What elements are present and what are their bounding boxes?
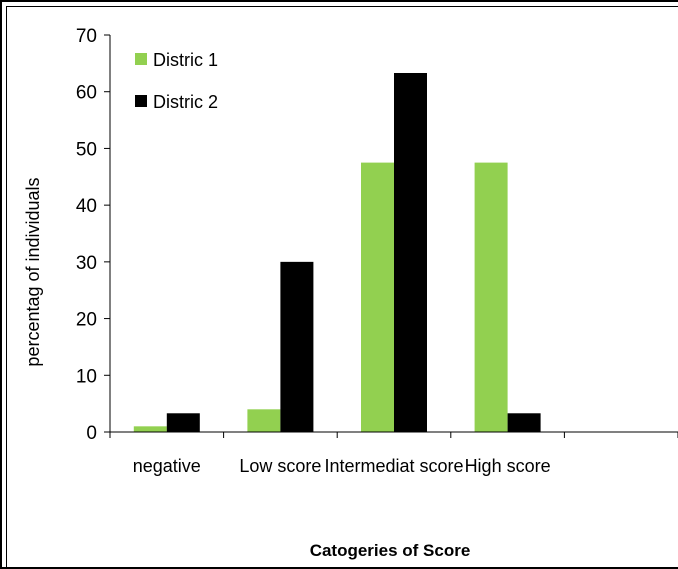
y-tick-label: 40 [76,196,97,217]
x-category-label: Low score [239,456,321,476]
y-tick-label: 20 [76,310,97,331]
bars [133,72,541,433]
y-axis-ticks: 0 10 20 30 40 50 60 70 [76,26,110,444]
x-axis-title: Catogeries of Score [310,541,471,560]
bar-distric-2-2 [394,72,427,433]
x-category-label: negative [133,456,201,476]
bar-distric-1-1 [247,409,281,432]
y-tick-label: 50 [76,139,97,160]
bar-distric-2-1 [280,261,314,432]
legend-swatch [135,95,147,107]
x-category-label: Intermediat score [324,456,463,476]
bar-distric-2-0 [166,413,200,432]
legend: Distric 1 Distric 2 [135,50,218,112]
legend-label: Distric 1 [153,50,218,70]
y-axis-title: percentag of individuals [23,177,43,366]
x-axis-category-labels: negative Low score Intermediat score High s… [109,432,678,476]
y-tick-label: 10 [76,366,97,387]
bar-distric-1-2 [361,162,394,432]
legend-swatch [135,53,147,65]
legend-label: Distric 2 [153,92,218,112]
bar-distric-2-3 [507,413,541,432]
y-tick-label: 0 [86,423,97,444]
x-category-label: High score [465,456,551,476]
y-tick-label: 60 [76,83,97,104]
y-tick-label: 30 [76,253,97,274]
bar-distric-1-3 [474,162,508,432]
bar-distric-1-0 [133,426,167,432]
y-tick-label: 70 [76,26,97,47]
